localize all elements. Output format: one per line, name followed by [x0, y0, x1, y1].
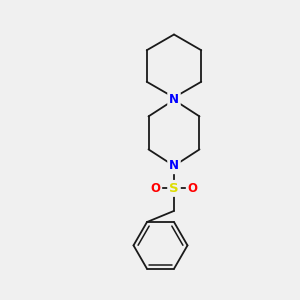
Text: N: N [169, 93, 179, 106]
Text: N: N [169, 159, 179, 172]
Text: O: O [188, 182, 198, 195]
Text: S: S [169, 182, 179, 195]
Text: O: O [150, 182, 161, 195]
